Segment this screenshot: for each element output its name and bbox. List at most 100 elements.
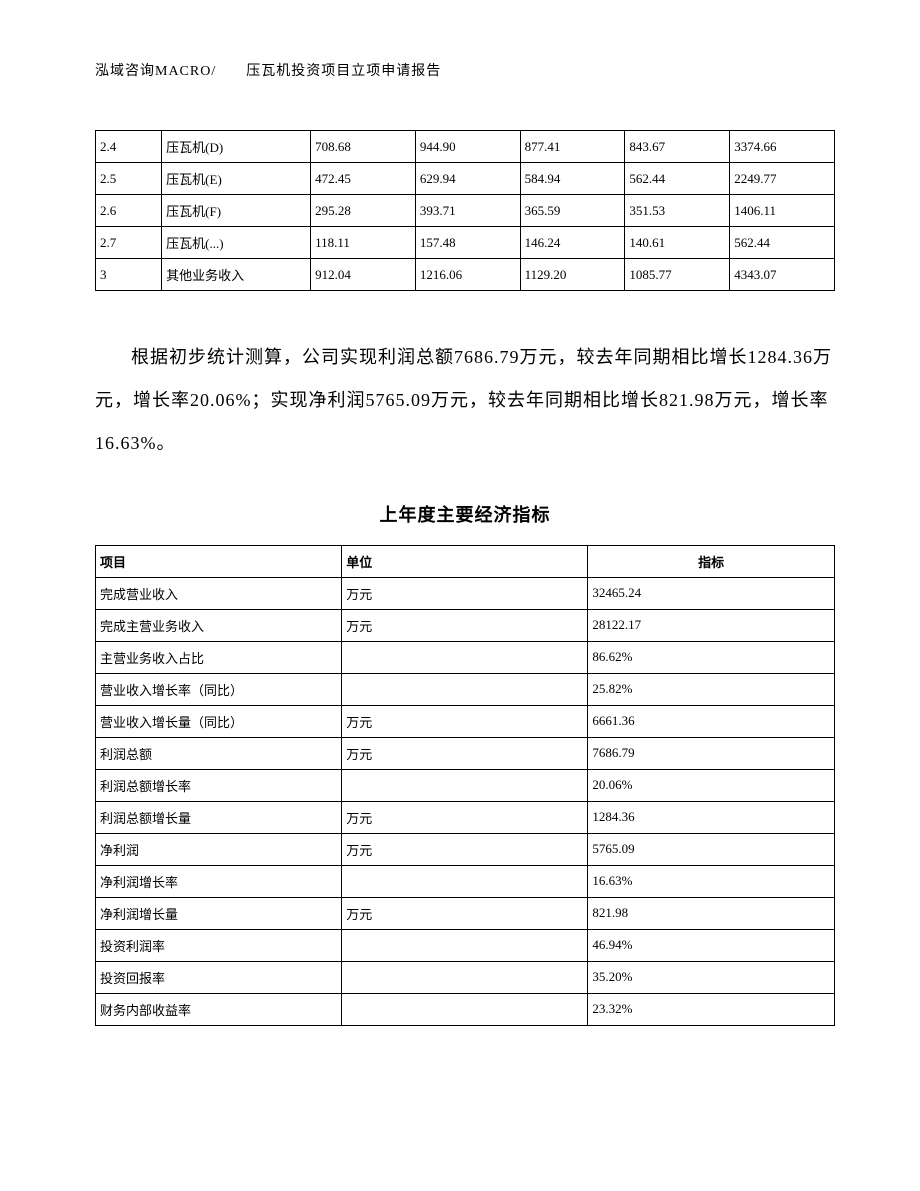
indicators-table-body: 完成营业收入万元32465.24完成主营业务收入万元28122.17主营业务收入… xyxy=(96,577,835,1025)
table-cell xyxy=(342,673,588,705)
table-cell: 944.90 xyxy=(415,131,520,163)
table-row: 2.6压瓦机(F)295.28393.71365.59351.531406.11 xyxy=(96,195,835,227)
table-cell: 877.41 xyxy=(520,131,625,163)
table-cell: 2.5 xyxy=(96,163,162,195)
table-cell: 压瓦机(D) xyxy=(162,131,311,163)
table-cell: 利润总额增长率 xyxy=(96,769,342,801)
table-row: 完成主营业务收入万元28122.17 xyxy=(96,609,835,641)
table-cell: 万元 xyxy=(342,833,588,865)
table-cell xyxy=(342,865,588,897)
summary-paragraph: 根据初步统计测算，公司实现利润总额7686.79万元，较去年同期相比增长1284… xyxy=(95,336,835,466)
table-row: 2.5压瓦机(E)472.45629.94584.94562.442249.77 xyxy=(96,163,835,195)
table-cell: 365.59 xyxy=(520,195,625,227)
page-header: 泓域咨询MACRO/ 压瓦机投资项目立项申请报告 xyxy=(95,60,835,80)
table-row: 财务内部收益率 23.32% xyxy=(96,993,835,1025)
table-cell: 压瓦机(...) xyxy=(162,227,311,259)
table-cell: 利润总额 xyxy=(96,737,342,769)
revenue-table-body: 2.4压瓦机(D)708.68944.90877.41843.673374.66… xyxy=(96,131,835,291)
table-cell: 843.67 xyxy=(625,131,730,163)
table-cell: 万元 xyxy=(342,609,588,641)
table-cell: 2.6 xyxy=(96,195,162,227)
table-cell: 3374.66 xyxy=(730,131,835,163)
table-cell: 投资利润率 xyxy=(96,929,342,961)
table-cell xyxy=(342,961,588,993)
table-cell: 157.48 xyxy=(415,227,520,259)
table-cell xyxy=(342,641,588,673)
header-unit: 单位 xyxy=(342,545,588,577)
table-cell: 1216.06 xyxy=(415,259,520,291)
table-cell: 完成主营业务收入 xyxy=(96,609,342,641)
table-cell: 1085.77 xyxy=(625,259,730,291)
table-cell: 1284.36 xyxy=(588,801,835,833)
table-cell: 压瓦机(F) xyxy=(162,195,311,227)
header-indicator: 指标 xyxy=(588,545,835,577)
table-cell: 393.71 xyxy=(415,195,520,227)
table-cell: 万元 xyxy=(342,705,588,737)
table-row: 完成营业收入万元32465.24 xyxy=(96,577,835,609)
table-cell: 投资回报率 xyxy=(96,961,342,993)
table-cell: 28122.17 xyxy=(588,609,835,641)
table-cell xyxy=(342,993,588,1025)
table-cell: 821.98 xyxy=(588,897,835,929)
table-header-row: 项目 单位 指标 xyxy=(96,545,835,577)
table-cell: 16.63% xyxy=(588,865,835,897)
table-row: 营业收入增长量（同比）万元6661.36 xyxy=(96,705,835,737)
table-cell: 万元 xyxy=(342,737,588,769)
table-cell: 140.61 xyxy=(625,227,730,259)
table-cell: 23.32% xyxy=(588,993,835,1025)
table-cell: 912.04 xyxy=(311,259,416,291)
table-row: 3其他业务收入912.041216.061129.201085.774343.0… xyxy=(96,259,835,291)
table-row: 净利润万元5765.09 xyxy=(96,833,835,865)
table-cell: 2249.77 xyxy=(730,163,835,195)
table-row: 利润总额增长量万元1284.36 xyxy=(96,801,835,833)
table-cell: 629.94 xyxy=(415,163,520,195)
table-cell: 2.4 xyxy=(96,131,162,163)
table-cell: 净利润增长量 xyxy=(96,897,342,929)
table-cell: 32465.24 xyxy=(588,577,835,609)
table-cell xyxy=(342,929,588,961)
indicators-table: 项目 单位 指标 完成营业收入万元32465.24完成主营业务收入万元28122… xyxy=(95,545,835,1026)
table-cell: 2.7 xyxy=(96,227,162,259)
table-row: 2.7压瓦机(...)118.11157.48146.24140.61562.4… xyxy=(96,227,835,259)
table-cell: 35.20% xyxy=(588,961,835,993)
table-cell: 财务内部收益率 xyxy=(96,993,342,1025)
table-cell: 营业收入增长量（同比） xyxy=(96,705,342,737)
table-cell: 主营业务收入占比 xyxy=(96,641,342,673)
table-cell: 86.62% xyxy=(588,641,835,673)
table-cell: 708.68 xyxy=(311,131,416,163)
table-cell: 万元 xyxy=(342,897,588,929)
table-cell: 3 xyxy=(96,259,162,291)
table-cell xyxy=(342,769,588,801)
table-row: 投资回报率 35.20% xyxy=(96,961,835,993)
table-cell: 20.06% xyxy=(588,769,835,801)
table-row: 投资利润率46.94% xyxy=(96,929,835,961)
table-cell: 万元 xyxy=(342,801,588,833)
table-cell: 利润总额增长量 xyxy=(96,801,342,833)
table-cell: 万元 xyxy=(342,577,588,609)
table-cell: 净利润增长率 xyxy=(96,865,342,897)
revenue-table: 2.4压瓦机(D)708.68944.90877.41843.673374.66… xyxy=(95,130,835,291)
table-row: 净利润增长率 16.63% xyxy=(96,865,835,897)
table-cell: 4343.07 xyxy=(730,259,835,291)
table-cell: 118.11 xyxy=(311,227,416,259)
table-cell: 562.44 xyxy=(625,163,730,195)
table-cell: 其他业务收入 xyxy=(162,259,311,291)
table-row: 利润总额万元7686.79 xyxy=(96,737,835,769)
table-cell: 6661.36 xyxy=(588,705,835,737)
table-cell: 472.45 xyxy=(311,163,416,195)
table-row: 利润总额增长率 20.06% xyxy=(96,769,835,801)
table-cell: 5765.09 xyxy=(588,833,835,865)
table-cell: 584.94 xyxy=(520,163,625,195)
table-cell: 562.44 xyxy=(730,227,835,259)
table-cell: 351.53 xyxy=(625,195,730,227)
table-row: 净利润增长量万元821.98 xyxy=(96,897,835,929)
table-cell: 146.24 xyxy=(520,227,625,259)
table-row: 营业收入增长率（同比） 25.82% xyxy=(96,673,835,705)
table-cell: 1406.11 xyxy=(730,195,835,227)
table-row: 主营业务收入占比 86.62% xyxy=(96,641,835,673)
table-cell: 7686.79 xyxy=(588,737,835,769)
table-cell: 25.82% xyxy=(588,673,835,705)
table-cell: 295.28 xyxy=(311,195,416,227)
table-cell: 营业收入增长率（同比） xyxy=(96,673,342,705)
table-row: 2.4压瓦机(D)708.68944.90877.41843.673374.66 xyxy=(96,131,835,163)
